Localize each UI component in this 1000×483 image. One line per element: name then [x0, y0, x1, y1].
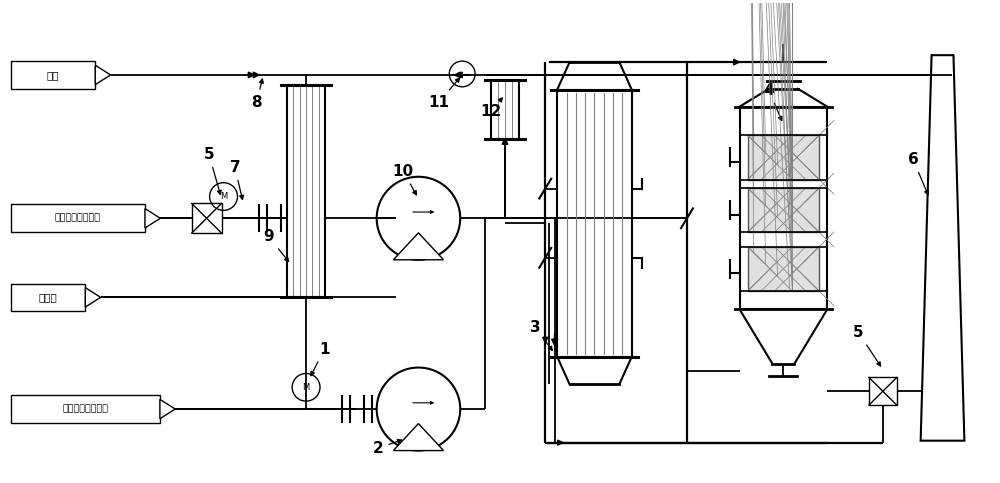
- Bar: [740, 107, 827, 310]
- Bar: [748, 135, 819, 180]
- Text: 12: 12: [480, 98, 502, 119]
- Text: M: M: [220, 192, 227, 201]
- Text: 9: 9: [263, 229, 289, 261]
- Bar: [748, 247, 819, 291]
- Text: 8: 8: [251, 79, 263, 110]
- Text: 5: 5: [204, 147, 221, 195]
- Bar: [287, 85, 325, 298]
- Polygon shape: [95, 65, 111, 85]
- Text: 5: 5: [853, 325, 881, 366]
- Text: M: M: [302, 383, 310, 392]
- Bar: [11, 204, 145, 232]
- Text: 7: 7: [230, 160, 243, 199]
- Polygon shape: [85, 288, 101, 307]
- Text: 1: 1: [311, 341, 330, 376]
- Polygon shape: [393, 424, 444, 451]
- Bar: [748, 188, 819, 232]
- Bar: [491, 80, 519, 139]
- Text: 2: 2: [373, 440, 402, 455]
- Bar: [192, 203, 222, 233]
- Bar: [869, 377, 897, 405]
- Text: 6: 6: [908, 152, 928, 195]
- Text: 蔫汽: 蔫汽: [47, 70, 59, 80]
- Polygon shape: [160, 399, 175, 419]
- Polygon shape: [145, 209, 160, 228]
- Text: 稀释空气来自大气: 稀释空气来自大气: [55, 214, 101, 223]
- Polygon shape: [921, 55, 964, 440]
- Text: 有机废气收集系统: 有机废气收集系统: [62, 405, 108, 413]
- Text: 3: 3: [530, 320, 552, 350]
- Text: 4: 4: [764, 83, 782, 121]
- Bar: [11, 284, 85, 311]
- Polygon shape: [393, 233, 444, 260]
- Text: 10: 10: [393, 164, 416, 195]
- Bar: [11, 61, 95, 89]
- Text: 冷却水: 冷却水: [39, 292, 57, 302]
- Bar: [11, 395, 160, 423]
- Text: 11: 11: [428, 78, 459, 110]
- Bar: [557, 90, 632, 356]
